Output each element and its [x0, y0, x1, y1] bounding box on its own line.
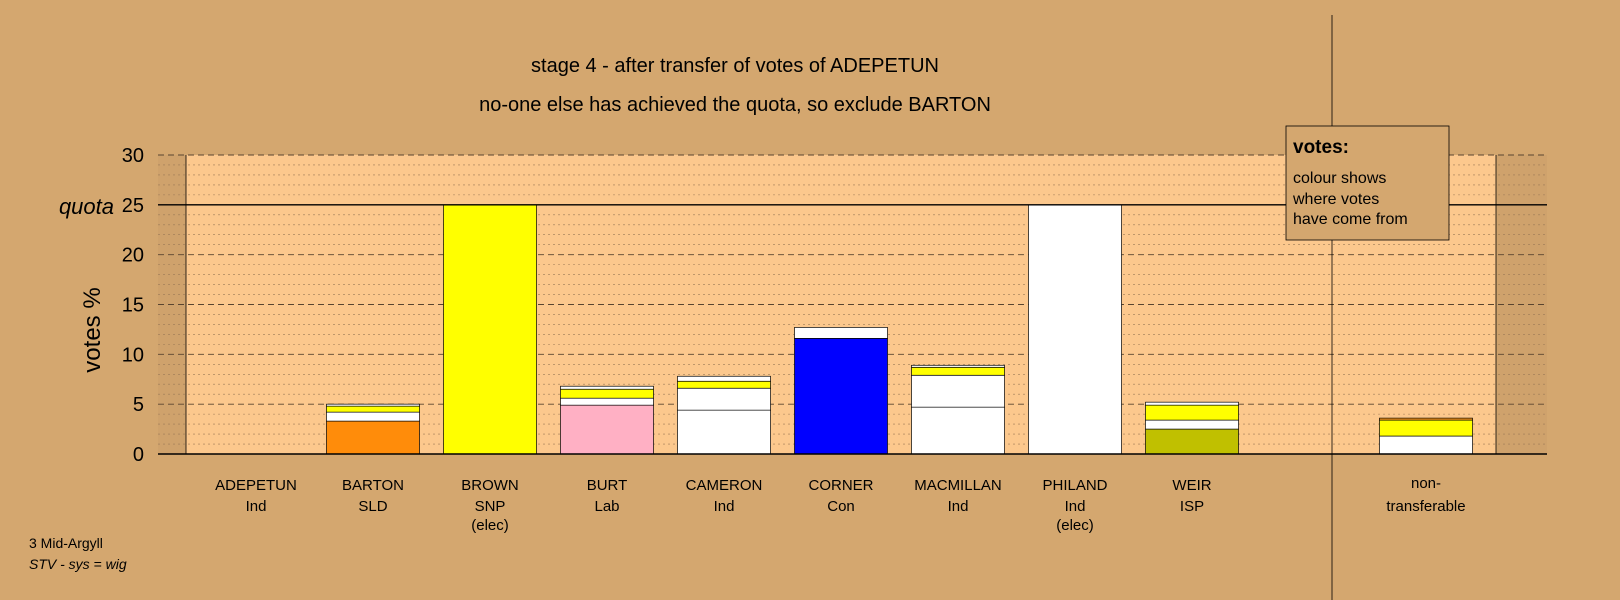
candidate-name-label: MACMILLAN: [914, 477, 1002, 494]
bar-group: [326, 204, 1473, 455]
bar-segment-burt: [560, 388, 654, 399]
candidate-name-label: BARTON: [342, 477, 404, 494]
legend-line-3: have come from: [1293, 211, 1408, 228]
y-tick-label: 5: [133, 394, 144, 416]
y-tick-label: 0: [133, 444, 144, 466]
bar-segment-barton: [326, 403, 420, 407]
bar-segment-cameron: [677, 387, 771, 411]
legend-line-1: colour shows: [1293, 170, 1386, 187]
candidate-name-label: BROWN: [461, 477, 519, 494]
nontransferable-label-line-2: transferable: [1386, 498, 1465, 515]
candidate-status-label: (elec): [1056, 517, 1094, 534]
candidate-party-label: Ind: [714, 498, 735, 515]
candidate-name-label: WEIR: [1172, 477, 1211, 494]
legend: votes: colour shows where votes have com…: [1285, 125, 1450, 241]
footer-region: 3 Mid-Argyll: [29, 535, 103, 551]
bar-segment-weir: [1145, 404, 1239, 421]
bar-segment-nontransferable: [1379, 417, 1473, 421]
y-tick-label: 30: [122, 145, 144, 167]
bar-segment-weir: [1145, 401, 1239, 406]
y-tick-labels: 0 5 10 15 20 25 30: [122, 145, 144, 466]
y-tick-label: 25: [122, 195, 144, 217]
bar-segment-barton: [326, 405, 420, 413]
bar-segment-macmillan: [911, 366, 1005, 376]
bar-segment-nontransferable: [1379, 435, 1473, 455]
bar-segment-corner: [794, 338, 888, 455]
bar-segment-macmillan: [911, 406, 1005, 455]
bar-segment-weir: [1145, 419, 1239, 430]
candidate-party-label: Lab: [594, 498, 619, 515]
legend-box: [1285, 125, 1450, 241]
bar-segment-cameron: [677, 375, 771, 382]
chart-subtitle: no-one else has achieved the quota, so e…: [479, 94, 991, 116]
legend-heading: votes:: [1293, 137, 1349, 158]
y-tick-label: 15: [122, 295, 144, 317]
bar-segment-macmillan: [911, 374, 1005, 408]
bar-segment-weir: [1145, 428, 1239, 455]
candidate-party-label: Ind: [948, 498, 969, 515]
x-tick-labels: ADEPETUN Ind BARTON SLD BROWN SNP (elec) BURT La…: [215, 475, 1465, 534]
bar-segment-cameron: [677, 409, 771, 455]
chart-title: stage 4 - after transfer of votes of ADE…: [531, 55, 939, 77]
y-axis-title: votes %: [79, 287, 106, 372]
candidate-name-label: BURT: [587, 477, 628, 494]
candidate-status-label: (elec): [471, 517, 509, 534]
quota-label: quota: [59, 194, 114, 219]
legend-line-2: where votes: [1292, 191, 1379, 208]
bar-segment-cameron: [677, 380, 771, 389]
bar-segment-corner: [794, 327, 888, 339]
footer-system: STV - sys = wig: [29, 556, 127, 572]
bar-segment-macmillan: [911, 364, 1005, 368]
candidate-party-label: SNP: [475, 498, 506, 515]
bar-segment-philand: [1028, 204, 1122, 455]
y-tick-label: 10: [122, 344, 144, 366]
candidate-party-label: SLD: [358, 498, 387, 515]
candidate-party-label: Ind: [246, 498, 267, 515]
bar-segment-brown: [443, 204, 537, 455]
bar-segment-barton: [326, 420, 420, 455]
candidate-name-label: PHILAND: [1042, 477, 1107, 494]
bar-segment-nontransferable: [1379, 419, 1473, 437]
y-tick-label: 20: [122, 245, 144, 267]
candidate-party-label: Con: [827, 498, 855, 515]
candidate-party-label: Ind: [1065, 498, 1086, 515]
candidate-party-label: ISP: [1180, 498, 1204, 515]
bar-segment-burt: [560, 397, 654, 406]
bar-segment-barton: [326, 411, 420, 422]
bar-segment-burt: [560, 385, 654, 390]
bar-segment-burt: [560, 404, 654, 455]
candidate-name-label: CAMERON: [686, 477, 763, 494]
nontransferable-label-line-1: non-: [1411, 475, 1441, 492]
candidate-name-label: ADEPETUN: [215, 477, 297, 494]
candidate-name-label: CORNER: [808, 477, 873, 494]
